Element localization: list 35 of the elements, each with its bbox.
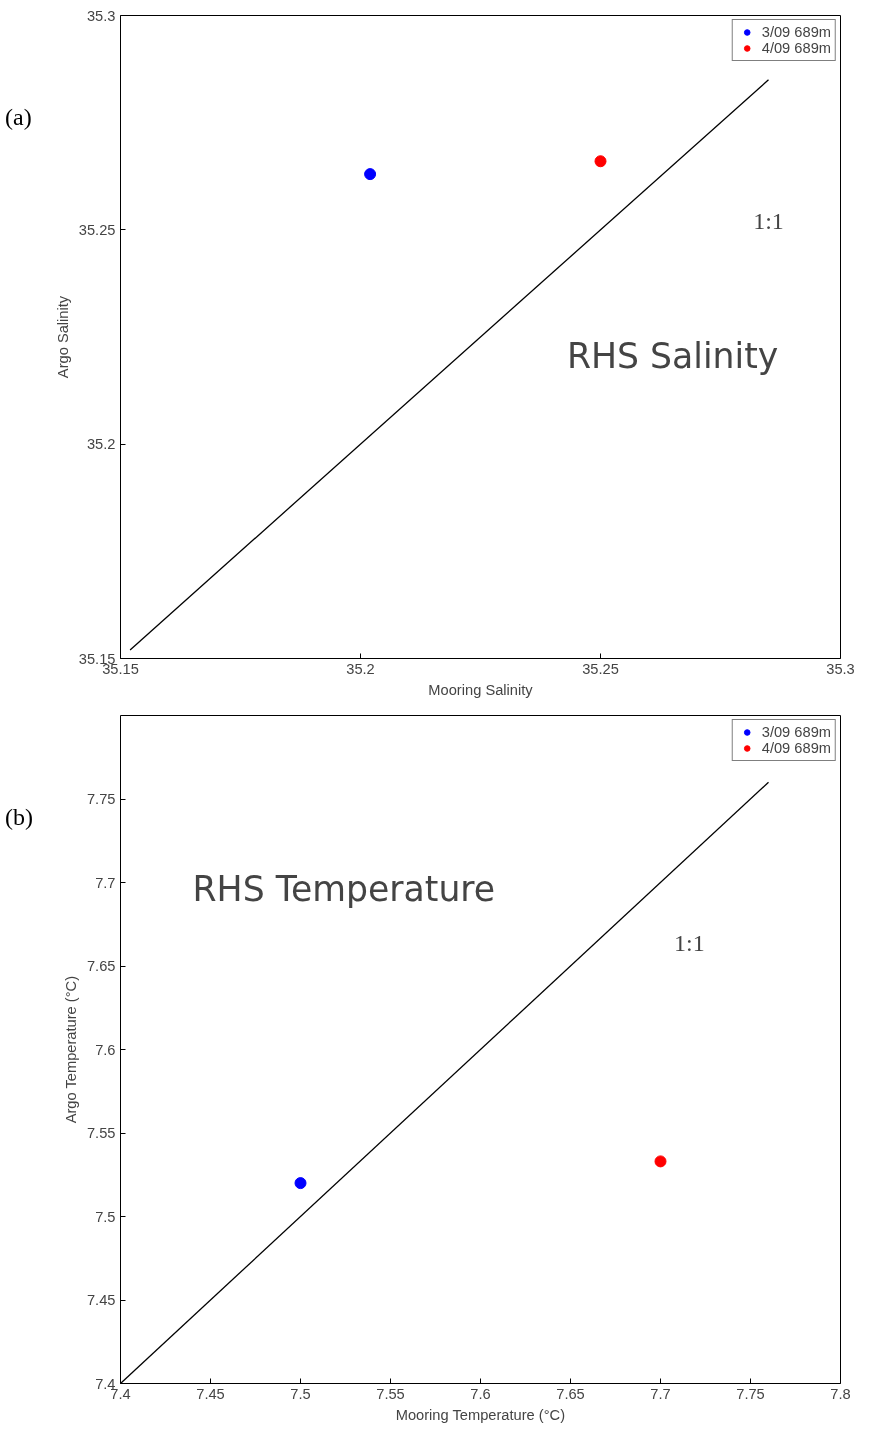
y-tick-label: 35.3 xyxy=(86,7,116,24)
x-tick-label: 35.2 xyxy=(346,660,375,677)
x-tick-label: 7.75 xyxy=(736,1385,765,1402)
y-tick-label: 7.6 xyxy=(95,1041,116,1058)
y-tick-label: 7.5 xyxy=(95,1208,116,1225)
x-tick-label: 7.55 xyxy=(376,1385,405,1402)
x-tick-label: 35.3 xyxy=(826,660,855,677)
text: (b) xyxy=(5,803,33,832)
y-tick-label: 7.45 xyxy=(86,1292,116,1308)
y-tick-label: 35.2 xyxy=(86,436,116,453)
x-axis-title: Mooring Temperature (°C) xyxy=(395,1406,566,1423)
y-tick-label: 7.7 xyxy=(95,874,116,891)
x-tick-label: 7.45 xyxy=(196,1385,225,1402)
y-tick-label: 7.65 xyxy=(86,958,116,974)
legend-label: 3/09 689m xyxy=(761,24,831,40)
y-axis-title: Argo Temperature (°C) xyxy=(62,975,79,1124)
legend-label: 4/09 689m xyxy=(761,740,831,756)
y-tick-label: 35.25 xyxy=(78,221,116,238)
x-tick-label: 7.7 xyxy=(650,1385,671,1402)
annotation: RHS Salinity xyxy=(566,336,779,377)
annotation: 1:1 xyxy=(673,929,705,956)
x-tick-label: 7.6 xyxy=(470,1385,491,1402)
annotation: RHS Temperature xyxy=(192,869,496,910)
annotation: 1:1 xyxy=(753,208,784,235)
text: (a) xyxy=(5,103,32,132)
x-tick-label: 7.65 xyxy=(556,1385,585,1402)
y-tick-label: 7.75 xyxy=(86,791,116,807)
x-tick-label: 7.5 xyxy=(290,1385,311,1402)
legend-label: 3/09 689m xyxy=(761,724,831,740)
x-axis-title: Mooring Salinity xyxy=(428,681,534,698)
y-tick-label: 7.55 xyxy=(86,1125,116,1141)
y-axis-title: Argo Salinity xyxy=(54,295,71,379)
x-tick-label: 35.25 xyxy=(582,660,619,677)
legend-label: 4/09 689m xyxy=(761,40,831,56)
x-tick-label: 7.8 xyxy=(830,1385,851,1402)
